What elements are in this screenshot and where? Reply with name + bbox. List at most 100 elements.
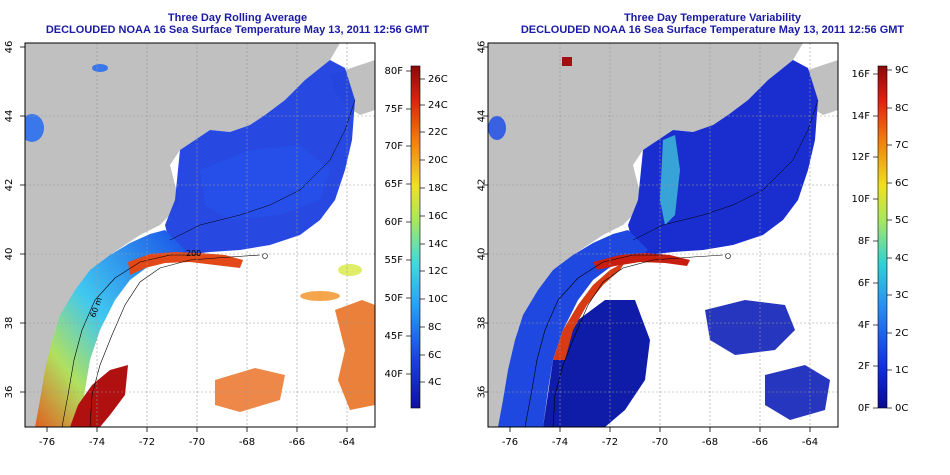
y-tick-label: 42	[4, 179, 15, 192]
colorbar-label-f: 14F	[852, 111, 871, 122]
x-tick-label: -74	[552, 437, 568, 448]
x-tick-label: -70	[652, 437, 668, 448]
colorbar-label-f: 55F	[385, 255, 404, 266]
x-tick-label: -76	[39, 437, 55, 448]
y-tick-label: 36	[476, 386, 487, 399]
sst-variability-panel: Three Day Temperature Variability DECLOU…	[475, 0, 950, 475]
land-mass	[25, 43, 340, 427]
colorbar-label-c: 7C	[895, 140, 908, 151]
map-subtitle: DECLOUDED NOAA 16 Sea Surface Temperatur…	[520, 24, 905, 36]
map-title: Three Day Temperature Variability	[623, 12, 802, 24]
colorbar-label-c: 9C	[895, 65, 908, 76]
map-frame	[24, 42, 376, 428]
isobath-shelf	[632, 99, 819, 241]
buoy-marker	[262, 253, 268, 259]
sst-average-panel: Three Day Rolling Average DECLOUDED NOAA…	[4, 12, 448, 448]
colorbar-label-c: 24C	[428, 100, 448, 111]
y-tick-label: 40	[476, 248, 487, 261]
warm-eddy	[338, 264, 362, 276]
sst-variability-map: -76 -74 -72 -70 -68 -66 -64 36 38 40 42 …	[476, 41, 908, 448]
y-tick-label: 46	[476, 41, 487, 54]
map-title: Three Day Rolling Average	[167, 12, 308, 24]
colorbar-label-c: 1C	[895, 365, 908, 376]
gulf-stream-band	[128, 252, 243, 275]
x-axis-ticks	[20, 46, 348, 432]
warm-patches-mid	[215, 368, 285, 412]
colorbar-label-c: 8C	[895, 103, 908, 114]
lake-patch	[92, 64, 108, 72]
warm-eddy	[300, 291, 340, 301]
colorbar-ticks	[406, 70, 425, 383]
isobath-60m	[61, 254, 200, 427]
colorbar-label-f: 40F	[385, 369, 404, 380]
colorbar-label-f: 70F	[385, 141, 404, 152]
low-variability-patches	[705, 300, 795, 355]
x-tick-label: -68	[239, 437, 255, 448]
colorbar-label-f: 10F	[852, 194, 871, 205]
warm-water-south	[70, 365, 128, 427]
colorbar	[410, 65, 421, 409]
map-frame	[487, 42, 839, 428]
frontal-variability-band	[553, 262, 625, 360]
colorbar-label-f: 65F	[385, 179, 404, 190]
colorbar-label-f: 4F	[858, 320, 870, 331]
colorbar-label-c: 14C	[428, 239, 448, 250]
x-tick-label: -66	[289, 437, 305, 448]
colorbar-label-c: 4C	[895, 253, 908, 264]
colorbar-label-c: 6C	[895, 178, 908, 189]
x-tick-label: -76	[502, 437, 518, 448]
x-tick-label: -66	[752, 437, 768, 448]
moderate-variability-band	[660, 135, 680, 225]
colorbar-label-c: 0C	[895, 403, 908, 414]
colorbar-ticks	[873, 69, 892, 409]
sst-average-map: 60 m 200 -76 -74 -72 -70 -68 -66 -64 36 …	[4, 41, 448, 448]
isobath-60m	[524, 254, 663, 427]
x-tick-label: -72	[602, 437, 618, 448]
shelf-variability	[498, 230, 648, 427]
x-axis-ticks	[483, 46, 811, 432]
colorbar-label-c: 22C	[428, 127, 448, 138]
colorbar-label-f: 16F	[852, 69, 871, 80]
x-tick-label: -68	[702, 437, 718, 448]
shelf-water	[35, 230, 185, 427]
x-tick-label: -74	[89, 437, 105, 448]
map-subtitle: DECLOUDED NOAA 16 Sea Surface Temperatur…	[45, 24, 430, 36]
low-variability-patches	[765, 365, 830, 420]
low-variability-south	[543, 300, 650, 427]
x-tick-label: -72	[139, 437, 155, 448]
y-tick-label: 44	[476, 110, 487, 123]
warm-patches-east	[335, 300, 375, 410]
buoy-marker	[725, 253, 731, 259]
colorbar-label-f: 2F	[858, 361, 870, 372]
y-tick-label: 46	[4, 41, 15, 54]
colorbar-label-f: 45F	[385, 331, 404, 342]
colorbar-label-c: 4C	[428, 377, 441, 388]
map-area	[25, 43, 375, 427]
x-tick-label: -64	[339, 437, 355, 448]
colorbar-label-c: 20C	[428, 155, 448, 166]
land-mass	[488, 43, 803, 427]
colorbar-label-c: 16C	[428, 211, 448, 222]
colorbar	[877, 65, 888, 409]
isobath-200m	[89, 254, 261, 427]
colorbar-label-c: 8C	[428, 322, 441, 333]
colorbar-label-f: 80F	[385, 66, 404, 77]
cold-water-patch	[200, 145, 330, 220]
isobath-label: 200	[186, 249, 201, 258]
y-tick-label: 40	[4, 248, 15, 261]
colorbar-label-c: 18C	[428, 183, 448, 194]
colorbar-label-f: 8F	[858, 236, 870, 247]
lake-patch	[488, 116, 506, 140]
colorbar-label-f: 0F	[858, 403, 870, 414]
colorbar-label-f: 60F	[385, 217, 404, 228]
isobath-shelf	[169, 99, 356, 241]
colorbar-label-f: 12F	[852, 152, 871, 163]
colorbar-label-c: 10C	[428, 294, 448, 305]
colorbar-label-c: 3C	[895, 290, 908, 301]
isobath-200m	[552, 254, 724, 427]
colorbar-label-c: 5C	[895, 215, 908, 226]
lake-patch	[25, 114, 44, 142]
y-tick-label: 44	[4, 110, 15, 123]
y-tick-label: 38	[4, 317, 15, 330]
x-tick-label: -70	[189, 437, 205, 448]
